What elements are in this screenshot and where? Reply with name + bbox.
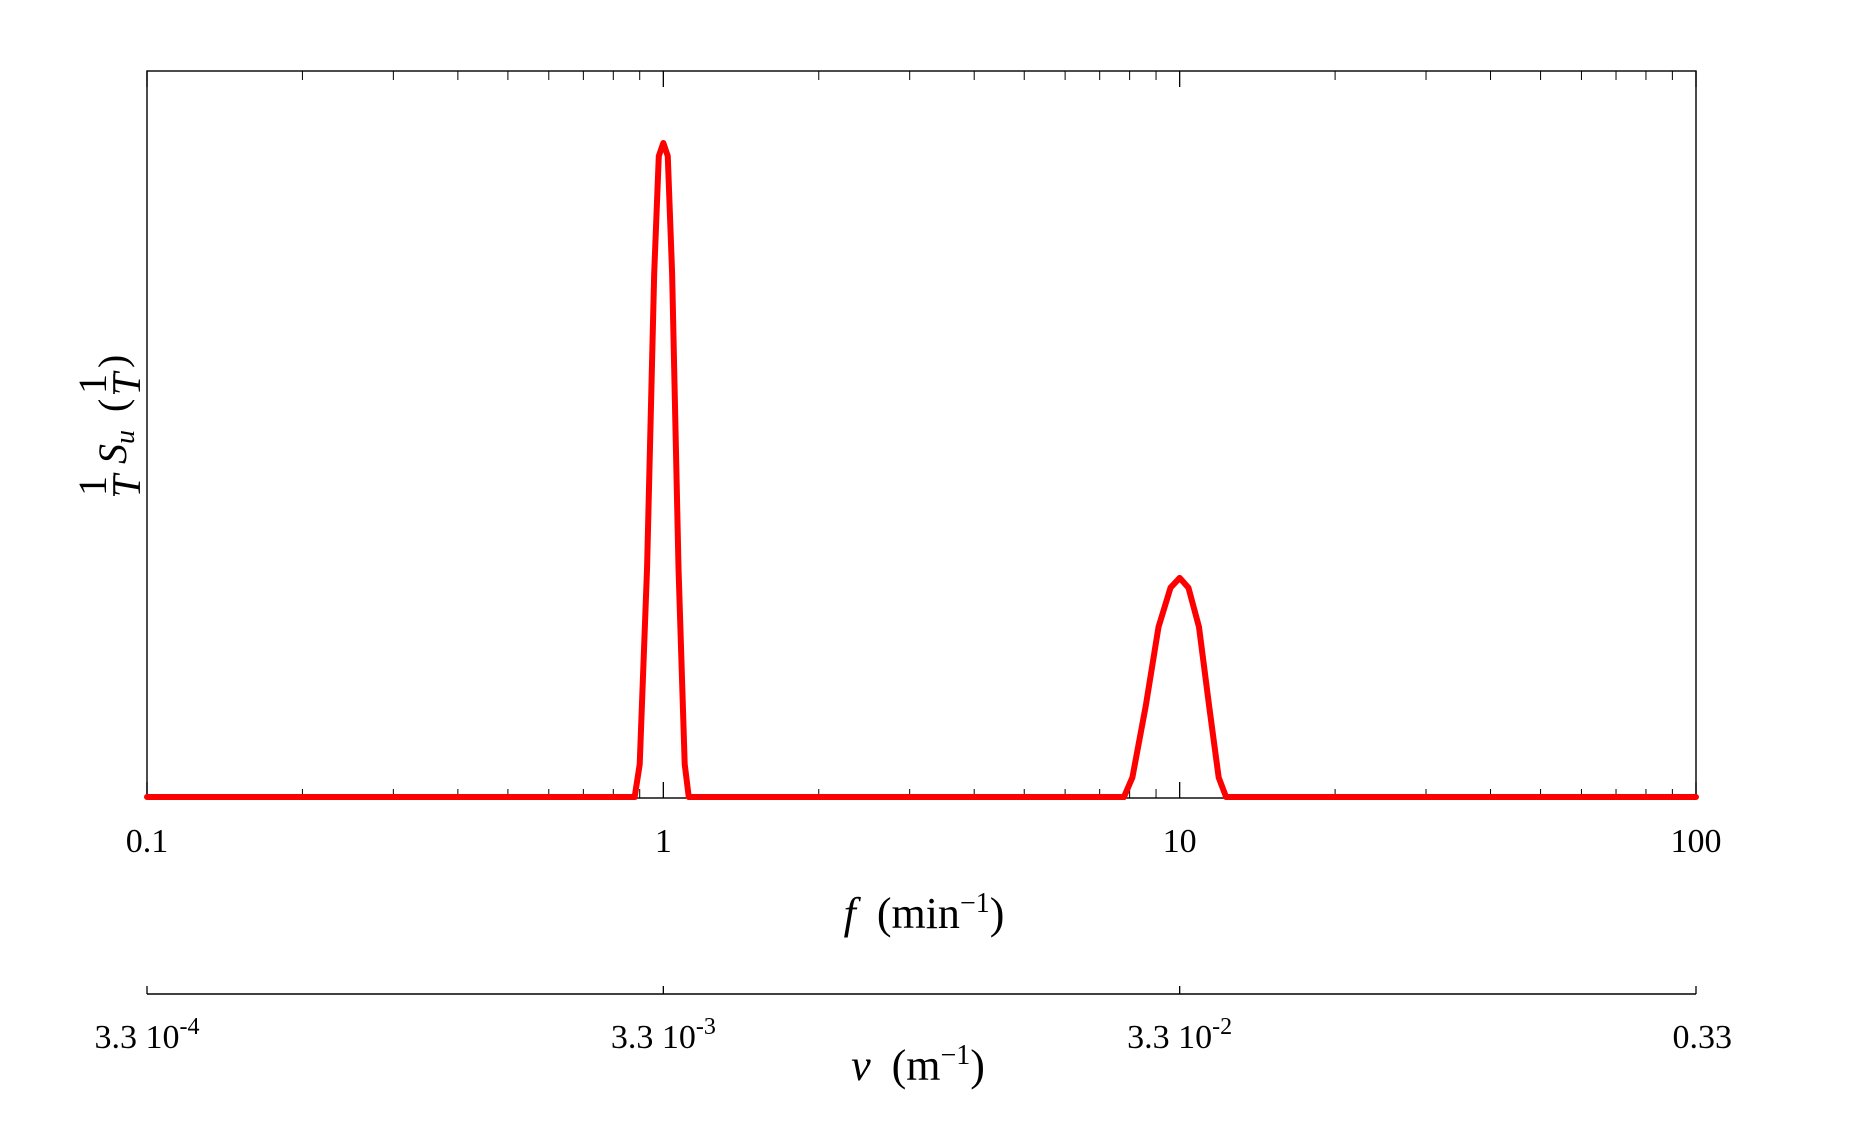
y-title-open-paren: ( <box>90 399 135 412</box>
secondary-x-tick-labels: 3.3 10-4 3.3 10-3 3.3 10-2 0.33 <box>95 1014 1733 1056</box>
series-line <box>144 140 1699 800</box>
y-title-frac-num: 1 <box>70 476 115 496</box>
y-title-frac-den: T <box>104 472 149 497</box>
x-tick-label: 0.1 <box>126 823 169 860</box>
secondary-x-axis-title: ν (m−1) <box>851 1040 985 1090</box>
y-title-symbol: Su <box>90 430 141 464</box>
secondary-x-tick-label: 3.3 10-2 <box>1127 1014 1232 1056</box>
plot-frame <box>146 70 1697 799</box>
y-axis-title: 1 T Su ( 1 T ) <box>70 355 149 497</box>
x-tick-label: 1 <box>655 823 672 860</box>
y-title-paren-den: T <box>104 370 149 395</box>
x-axis-minor-ticks <box>301 71 1673 798</box>
x-tick-labels: 0.1 1 10 100 <box>126 823 1722 860</box>
secondary-x-tick-label: 0.33 <box>1673 1019 1733 1056</box>
y-title-paren-num: 1 <box>70 374 115 394</box>
secondary-x-tick-label: 3.3 10-3 <box>611 1014 716 1056</box>
y-title-close-paren: ) <box>90 355 135 368</box>
x-tick-label: 10 <box>1163 823 1197 860</box>
x-tick-label: 100 <box>1671 823 1722 860</box>
x-axis-major-ticks <box>146 71 1697 798</box>
secondary-x-tick-label: 3.3 10-4 <box>95 1014 200 1056</box>
secondary-x-axis-ticks <box>146 986 1697 994</box>
x-axis-title: f (min−1) <box>844 888 1005 938</box>
